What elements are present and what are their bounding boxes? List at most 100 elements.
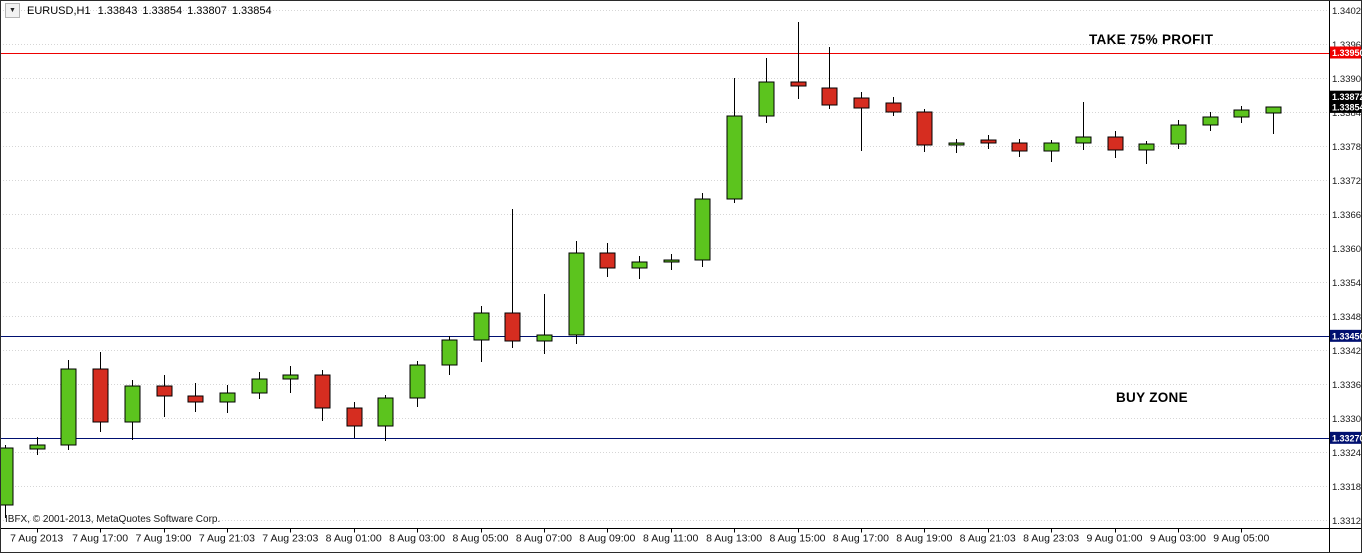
price-tick-label: 1.33485 <box>1332 312 1362 323</box>
ask-price-tag-label: 1.33872 <box>1332 92 1362 102</box>
bid-price-tag-label: 1.33854 <box>1332 102 1362 112</box>
candle <box>1265 106 1282 134</box>
candle <box>694 193 711 267</box>
take-profit-line-tag <box>1330 46 1361 59</box>
candle <box>885 97 902 116</box>
candle <box>219 385 236 413</box>
ohlc-open: 1.33843 <box>97 4 138 17</box>
candle <box>346 402 363 438</box>
ohlc-high: 1.33854 <box>142 4 183 17</box>
horizontal-lines <box>0 53 1329 439</box>
time-tick-label: 8 Aug 17:00 <box>833 533 889 545</box>
copyright-label: IBFX, © 2001-2013, MetaQuotes Software C… <box>5 514 221 525</box>
time-tick-label: 8 Aug 03:00 <box>389 533 445 545</box>
candle <box>853 92 870 151</box>
time-tick-label: 8 Aug 05:00 <box>452 533 508 545</box>
candle <box>631 256 648 279</box>
candle <box>60 360 77 450</box>
time-tick-label: 8 Aug 07:00 <box>516 533 572 545</box>
buy-zone-bottom-tag <box>1330 431 1361 444</box>
chevron-down-icon: ▼ <box>9 7 16 14</box>
time-tick-label: 7 Aug 17:00 <box>72 533 128 545</box>
candle <box>726 78 743 203</box>
time-tick-label: 7 Aug 19:00 <box>135 533 191 545</box>
buy-zone-top-tag-label: 1.33450 <box>1332 331 1362 341</box>
candle <box>282 366 299 393</box>
price-tick-label: 1.33665 <box>1332 210 1362 221</box>
price-tick-label: 1.34025 <box>1332 6 1362 17</box>
candle <box>568 241 585 344</box>
time-tick-label: 7 Aug 23:03 <box>262 533 318 545</box>
grid <box>0 10 1329 521</box>
price-tick-label: 1.33605 <box>1332 244 1362 255</box>
candle <box>1107 131 1124 158</box>
candle <box>758 58 775 123</box>
time-tick-label: 8 Aug 21:03 <box>960 533 1016 545</box>
candle <box>916 109 933 152</box>
candle <box>504 209 521 348</box>
chart-dropdown-button[interactable]: ▼ <box>5 3 20 18</box>
price-axis[interactable]: 1.34025 1.33965 1.33905 1.33845 1.33785 1.337… <box>1332 6 1362 527</box>
candle <box>251 372 268 399</box>
candle <box>1170 120 1187 149</box>
candle <box>29 437 46 455</box>
price-tick-label: 1.33965 <box>1332 40 1362 51</box>
candle <box>1202 112 1219 131</box>
time-tick-label: 8 Aug 09:00 <box>579 533 635 545</box>
bid-price-tag <box>1330 100 1361 113</box>
candle <box>821 47 838 109</box>
candle <box>441 336 458 375</box>
price-tick-label: 1.33425 <box>1332 346 1362 357</box>
time-tick-label: 8 Aug 19:00 <box>896 533 952 545</box>
candle <box>124 380 141 440</box>
price-tick-label: 1.33905 <box>1332 74 1362 85</box>
candle <box>663 254 680 270</box>
candle <box>314 370 331 421</box>
price-tick-label: 1.33365 <box>1332 380 1362 391</box>
time-tick-label: 9 Aug 01:00 <box>1086 533 1142 545</box>
price-tick-label: 1.33245 <box>1332 448 1362 459</box>
time-tick-label: 8 Aug 23:03 <box>1023 533 1079 545</box>
candle <box>599 243 616 277</box>
price-tick-label: 1.33545 <box>1332 278 1362 289</box>
time-tick-label: 8 Aug 13:00 <box>706 533 762 545</box>
take-profit-annotation: TAKE 75% PROFIT <box>1089 32 1214 47</box>
time-tick-label: 7 Aug 21:03 <box>199 533 255 545</box>
candle <box>187 383 204 412</box>
candles <box>0 22 1282 518</box>
ohlc-low: 1.33807 <box>187 4 227 17</box>
time-tick-label: 8 Aug 11:00 <box>643 533 698 545</box>
ohlc-values: 1.33843 1.33854 1.33807 1.33854 <box>98 5 272 17</box>
time-tick-label: 9 Aug 03:00 <box>1150 533 1206 545</box>
candle <box>536 294 553 354</box>
price-tick-label: 1.33185 <box>1332 482 1362 493</box>
time-axis[interactable]: 7 Aug 2013 7 Aug 17:00 7 Aug 19:00 7 Aug 21… <box>10 528 1269 545</box>
price-tick-label: 1.33725 <box>1332 176 1362 187</box>
buy-zone-annotation: BUY ZONE <box>1116 390 1188 405</box>
candle <box>1043 140 1060 162</box>
buy-zone-bottom-tag-label: 1.33270 <box>1332 433 1362 443</box>
candle <box>473 306 490 362</box>
time-tick-label: 8 Aug 01:00 <box>326 533 382 545</box>
buy-zone-top-tag <box>1330 329 1361 342</box>
ohlc-close: 1.33854 <box>231 4 272 17</box>
candle <box>1011 139 1028 157</box>
candle <box>790 22 807 99</box>
candle <box>409 361 426 407</box>
time-tick-label: 8 Aug 15:00 <box>769 533 825 545</box>
price-tick-label: 1.33125 <box>1332 516 1362 527</box>
candle <box>1075 102 1092 150</box>
price-tick-label: 1.33845 <box>1332 108 1362 119</box>
candle <box>156 375 173 417</box>
candle <box>980 135 997 149</box>
take-profit-line-tag-label: 1.33950 <box>1332 48 1362 58</box>
candle <box>1233 106 1250 123</box>
price-tick-label: 1.33785 <box>1332 142 1362 153</box>
ask-price-tag <box>1330 90 1361 103</box>
candle <box>1138 141 1155 164</box>
time-tick-label: 9 Aug 05:00 <box>1213 533 1269 545</box>
